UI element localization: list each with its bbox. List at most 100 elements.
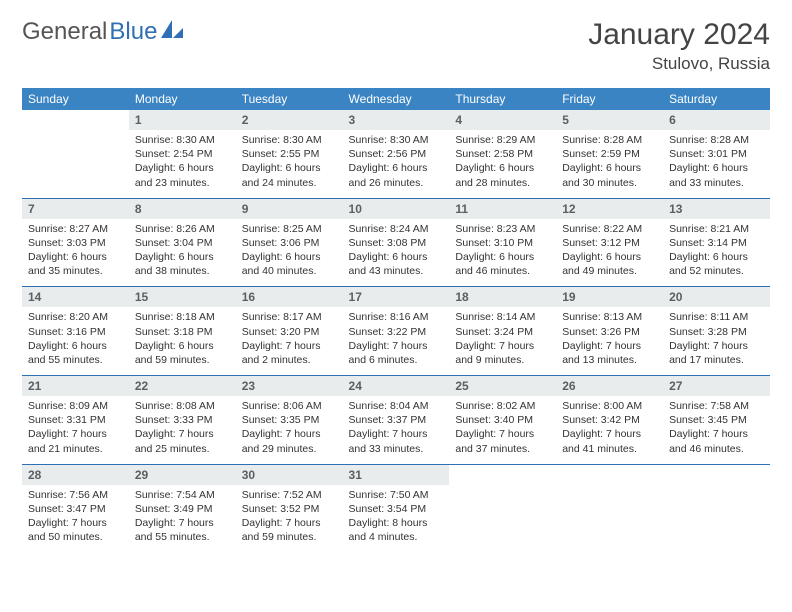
day-line: Sunset: 3:26 PM: [562, 325, 657, 339]
day-line: and 52 minutes.: [669, 264, 764, 278]
day-line: Daylight: 6 hours: [135, 250, 230, 264]
day-line: Sunrise: 8:28 AM: [669, 133, 764, 147]
calendar-day-cell: 10Sunrise: 8:24 AMSunset: 3:08 PMDayligh…: [343, 198, 450, 287]
day-line: Sunset: 3:20 PM: [242, 325, 337, 339]
day-line: and 41 minutes.: [562, 442, 657, 456]
day-line: Sunset: 2:59 PM: [562, 147, 657, 161]
day-content: Sunrise: 8:24 AMSunset: 3:08 PMDaylight:…: [343, 219, 450, 287]
day-number: 24: [343, 376, 450, 396]
day-number: 31: [343, 465, 450, 485]
day-line: and 28 minutes.: [455, 176, 550, 190]
day-line: Sunrise: 7:56 AM: [28, 488, 123, 502]
day-line: Sunset: 3:33 PM: [135, 413, 230, 427]
day-line: Sunrise: 8:14 AM: [455, 310, 550, 324]
day-number: 6: [663, 110, 770, 130]
calendar-week-row: 14Sunrise: 8:20 AMSunset: 3:16 PMDayligh…: [22, 287, 770, 376]
day-line: and 35 minutes.: [28, 264, 123, 278]
day-line: Daylight: 6 hours: [562, 250, 657, 264]
calendar-day-cell: 5Sunrise: 8:28 AMSunset: 2:59 PMDaylight…: [556, 110, 663, 198]
day-line: and 4 minutes.: [349, 530, 444, 544]
day-line: and 23 minutes.: [135, 176, 230, 190]
month-title: January 2024: [588, 18, 770, 52]
calendar-day-cell: 3Sunrise: 8:30 AMSunset: 2:56 PMDaylight…: [343, 110, 450, 198]
day-line: Sunset: 3:04 PM: [135, 236, 230, 250]
day-number: 11: [449, 199, 556, 219]
day-line: Sunrise: 8:30 AM: [349, 133, 444, 147]
day-content: Sunrise: 8:16 AMSunset: 3:22 PMDaylight:…: [343, 307, 450, 375]
day-line: Daylight: 7 hours: [669, 427, 764, 441]
day-number: 23: [236, 376, 343, 396]
day-content: Sunrise: 8:18 AMSunset: 3:18 PMDaylight:…: [129, 307, 236, 375]
day-number: 18: [449, 287, 556, 307]
day-line: Daylight: 7 hours: [135, 516, 230, 530]
day-content: Sunrise: 8:28 AMSunset: 3:01 PMDaylight:…: [663, 130, 770, 198]
calendar-day-cell: [449, 464, 556, 552]
day-content: Sunrise: 8:17 AMSunset: 3:20 PMDaylight:…: [236, 307, 343, 375]
day-content: Sunrise: 8:22 AMSunset: 3:12 PMDaylight:…: [556, 219, 663, 287]
day-number: 19: [556, 287, 663, 307]
day-number: 8: [129, 199, 236, 219]
day-line: Daylight: 6 hours: [455, 161, 550, 175]
day-line: Daylight: 7 hours: [242, 516, 337, 530]
day-line: Daylight: 7 hours: [562, 339, 657, 353]
day-line: and 55 minutes.: [28, 353, 123, 367]
day-line: Sunrise: 8:25 AM: [242, 222, 337, 236]
day-line: Daylight: 6 hours: [135, 339, 230, 353]
day-content: [663, 485, 770, 543]
day-line: Sunrise: 8:28 AM: [562, 133, 657, 147]
day-number: 4: [449, 110, 556, 130]
day-line: Daylight: 7 hours: [455, 339, 550, 353]
day-line: Daylight: 7 hours: [669, 339, 764, 353]
day-line: Daylight: 6 hours: [349, 250, 444, 264]
day-line: Daylight: 7 hours: [28, 516, 123, 530]
day-line: and 25 minutes.: [135, 442, 230, 456]
day-number: 12: [556, 199, 663, 219]
calendar-day-cell: 11Sunrise: 8:23 AMSunset: 3:10 PMDayligh…: [449, 198, 556, 287]
calendar-day-cell: 20Sunrise: 8:11 AMSunset: 3:28 PMDayligh…: [663, 287, 770, 376]
day-number: [556, 465, 663, 485]
weekday-header: Saturday: [663, 88, 770, 110]
day-number: 28: [22, 465, 129, 485]
day-content: Sunrise: 7:56 AMSunset: 3:47 PMDaylight:…: [22, 485, 129, 553]
day-content: Sunrise: 8:25 AMSunset: 3:06 PMDaylight:…: [236, 219, 343, 287]
day-line: Sunset: 3:16 PM: [28, 325, 123, 339]
day-content: Sunrise: 8:13 AMSunset: 3:26 PMDaylight:…: [556, 307, 663, 375]
day-number: 14: [22, 287, 129, 307]
day-line: Sunset: 3:18 PM: [135, 325, 230, 339]
day-line: Daylight: 7 hours: [135, 427, 230, 441]
calendar-day-cell: 21Sunrise: 8:09 AMSunset: 3:31 PMDayligh…: [22, 376, 129, 465]
day-line: Sunrise: 8:00 AM: [562, 399, 657, 413]
day-number: [663, 465, 770, 485]
title-block: January 2024 Stulovo, Russia: [588, 18, 770, 74]
day-line: and 43 minutes.: [349, 264, 444, 278]
day-line: Sunrise: 8:16 AM: [349, 310, 444, 324]
calendar-day-cell: 22Sunrise: 8:08 AMSunset: 3:33 PMDayligh…: [129, 376, 236, 465]
calendar-week-row: 1Sunrise: 8:30 AMSunset: 2:54 PMDaylight…: [22, 110, 770, 198]
calendar-body: 1Sunrise: 8:30 AMSunset: 2:54 PMDaylight…: [22, 110, 770, 552]
day-line: Sunrise: 8:08 AM: [135, 399, 230, 413]
day-line: Sunset: 3:10 PM: [455, 236, 550, 250]
day-content: [556, 485, 663, 543]
calendar-week-row: 21Sunrise: 8:09 AMSunset: 3:31 PMDayligh…: [22, 376, 770, 465]
day-content: Sunrise: 8:20 AMSunset: 3:16 PMDaylight:…: [22, 307, 129, 375]
day-line: Sunrise: 7:50 AM: [349, 488, 444, 502]
weekday-header: Sunday: [22, 88, 129, 110]
day-line: Sunset: 3:54 PM: [349, 502, 444, 516]
day-line: Sunset: 3:42 PM: [562, 413, 657, 427]
day-content: Sunrise: 8:09 AMSunset: 3:31 PMDaylight:…: [22, 396, 129, 464]
day-line: and 46 minutes.: [455, 264, 550, 278]
day-line: Daylight: 7 hours: [562, 427, 657, 441]
day-line: Sunset: 3:45 PM: [669, 413, 764, 427]
day-line: Sunrise: 8:02 AM: [455, 399, 550, 413]
weekday-header: Friday: [556, 88, 663, 110]
day-content: Sunrise: 8:27 AMSunset: 3:03 PMDaylight:…: [22, 219, 129, 287]
day-number: [449, 465, 556, 485]
day-line: Sunrise: 8:06 AM: [242, 399, 337, 413]
day-number: 29: [129, 465, 236, 485]
day-number: 16: [236, 287, 343, 307]
calendar-day-cell: [556, 464, 663, 552]
day-number: 20: [663, 287, 770, 307]
calendar-week-row: 7Sunrise: 8:27 AMSunset: 3:03 PMDaylight…: [22, 198, 770, 287]
calendar-day-cell: [663, 464, 770, 552]
calendar-day-cell: 28Sunrise: 7:56 AMSunset: 3:47 PMDayligh…: [22, 464, 129, 552]
